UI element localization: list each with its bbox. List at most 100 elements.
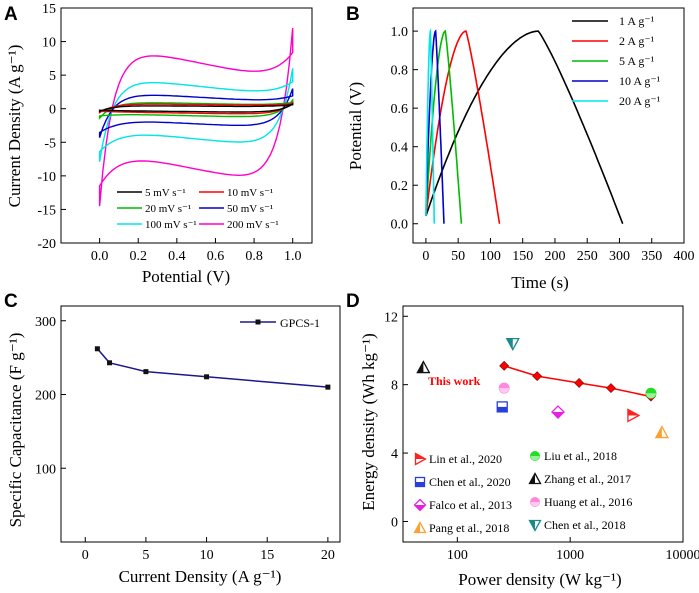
ragone-point-half (655, 426, 662, 438)
x-tick-label: 1.0 (284, 249, 302, 264)
gcd-curves (425, 27, 624, 224)
legend-marker-half (530, 502, 540, 507)
ragone-point-half (551, 412, 564, 419)
axis-ticks-a: 0.0 0.2 0.4 0.6 0.8 1.0 -20 -15 -10 -5 0 5 10 15 (37, 2, 301, 264)
this-work-point (499, 360, 510, 371)
legend-b: 1 A g⁻¹ 2 A g⁻¹ 5 A g⁻¹ 10 A g⁻¹ 20 A g⁻¹ (572, 14, 661, 108)
plot-frame-d (402, 305, 684, 543)
x-axis-title-d: Power density (W kg⁻¹) (458, 570, 621, 589)
legend-label: 20 mV s⁻¹ (145, 203, 191, 215)
this-work-point (574, 378, 585, 388)
cv-curve (98, 28, 294, 207)
x-tick-label: 100 (447, 548, 468, 563)
x-tick-label: 200 (544, 249, 565, 264)
x-tick-label: 10000 (666, 548, 699, 563)
legend-label: Pang et al., 2018 (429, 521, 509, 535)
legend-marker-half (529, 473, 535, 484)
y-tick-label: 100 (35, 462, 56, 477)
capacitance-point (325, 384, 331, 390)
plot-frame-b (412, 7, 685, 244)
gcd-curve (425, 29, 445, 224)
cv-curve (98, 98, 294, 120)
ragone-point-half (499, 388, 510, 394)
y-tick-label: 4 (391, 447, 398, 462)
capacitance-line (96, 348, 328, 388)
panel-c: C 0 5 10 15 20 100 200 300 Current Density (A g… (4, 291, 341, 586)
y-tick-label: 0.6 (391, 102, 409, 117)
legend-label: Zhang et al., 2017 (544, 472, 631, 486)
legend-label: Chen et al., 2018 (544, 518, 626, 532)
legend-label: 10 mV s⁻¹ (227, 187, 273, 199)
ragone-points: This work (416, 337, 669, 439)
legend-label: 1 A g⁻¹ (619, 14, 655, 28)
y-tick-label: -10 (37, 170, 56, 185)
y-tick-label: 200 (35, 389, 56, 404)
y-tick-label: -5 (44, 136, 56, 151)
y-tick-label: 10 (42, 36, 56, 51)
x-tick-label: 0.8 (245, 249, 263, 264)
y-tick-label: 0.2 (391, 179, 409, 194)
x-tick-label: 150 (512, 249, 533, 264)
cv-curve (98, 88, 294, 138)
x-axis-title-c: Current Density (A g⁻¹) (119, 567, 282, 586)
panel-letter-a: A (4, 4, 18, 25)
gcd-curve (425, 27, 436, 224)
x-tick-label: 0.4 (168, 249, 186, 264)
y-tick-label: 0.4 (391, 141, 409, 156)
y-tick-label: 15 (42, 2, 56, 17)
legend-label: Liu et al., 2018 (544, 449, 617, 463)
axis-ticks-b: 0 50 100 150 200 250 300 350 400 0.0 0.2 0.4 0.6 0.8 1… (391, 25, 695, 264)
legend-marker-half (414, 522, 420, 533)
legend-marker-half (415, 453, 426, 459)
y-tick-label: 8 (391, 379, 398, 394)
x-tick-label: 0 (82, 548, 89, 563)
x-tick-label: 1000 (556, 548, 584, 563)
ragone-point-half (645, 393, 656, 399)
x-axis-title-b: Time (s) (511, 273, 568, 292)
panel-letter-c: C (4, 291, 18, 312)
legend-label: Falco et al., 2013 (429, 498, 512, 512)
x-tick-label: 0.0 (91, 249, 109, 264)
y-tick-label: 0.8 (391, 64, 409, 79)
ragone-point-half (417, 361, 424, 373)
legend-label: 200 mV s⁻¹ (227, 219, 279, 231)
y-axis-title-b: Potential (V) (346, 82, 365, 170)
legend-marker (255, 319, 261, 325)
x-tick-label: 100 (480, 249, 501, 264)
plot-frame-a (60, 7, 313, 244)
legend-marker-half (415, 482, 425, 487)
y-tick-label: -20 (37, 237, 56, 252)
x-tick-label: 0 (422, 249, 429, 264)
legend-label: 100 mV s⁻¹ (145, 219, 197, 231)
legend-label: 5 mV s⁻¹ (145, 187, 186, 199)
x-tick-label: 20 (321, 548, 335, 563)
legend-label: 2 A g⁻¹ (619, 34, 655, 48)
panel-b: B 0 50 100 150 200 250 300 350 400 0.0 0.2 0.4 0.6 0.… (346, 4, 695, 292)
axis-ticks-c: 0 5 10 15 20 100 200 300 (35, 315, 335, 563)
axis-ticks-d: 100 1000 10000 0 4 8 12 (384, 310, 699, 563)
y-tick-label: -15 (37, 203, 56, 218)
ragone-point-half (506, 338, 513, 350)
this-work-label: This work (428, 374, 481, 388)
y-tick-label: 5 (49, 69, 56, 84)
legend-label: 50 mV s⁻¹ (227, 203, 273, 215)
y-tick-label: 0.0 (391, 218, 409, 233)
cv-curve (98, 68, 294, 162)
capacitance-point (94, 346, 100, 352)
x-tick-label: 300 (609, 249, 630, 264)
legend-label: Huang et al., 2016 (544, 495, 632, 509)
capacitance-point (204, 374, 210, 380)
y-tick-label: 0 (391, 515, 398, 530)
y-axis-title-d: Energy density (Wh kg⁻¹) (359, 333, 378, 511)
x-tick-label: 350 (641, 249, 662, 264)
legend-label: Chen et al., 2020 (429, 475, 511, 489)
panel-letter-b: B (346, 4, 360, 25)
plot-frame-c (60, 305, 341, 543)
legend-a: 5 mV s⁻¹ 10 mV s⁻¹ 20 mV s⁻¹ 50 mV s⁻¹ 100 m… (117, 187, 279, 231)
legend-label: GPCS-1 (280, 316, 320, 330)
x-tick-label: 5 (142, 548, 149, 563)
cv-curve (98, 102, 294, 113)
legend-label: Lin et al., 2020 (429, 452, 502, 466)
x-tick-label: 0.6 (207, 249, 225, 264)
legend-label: 20 A g⁻¹ (619, 94, 661, 108)
